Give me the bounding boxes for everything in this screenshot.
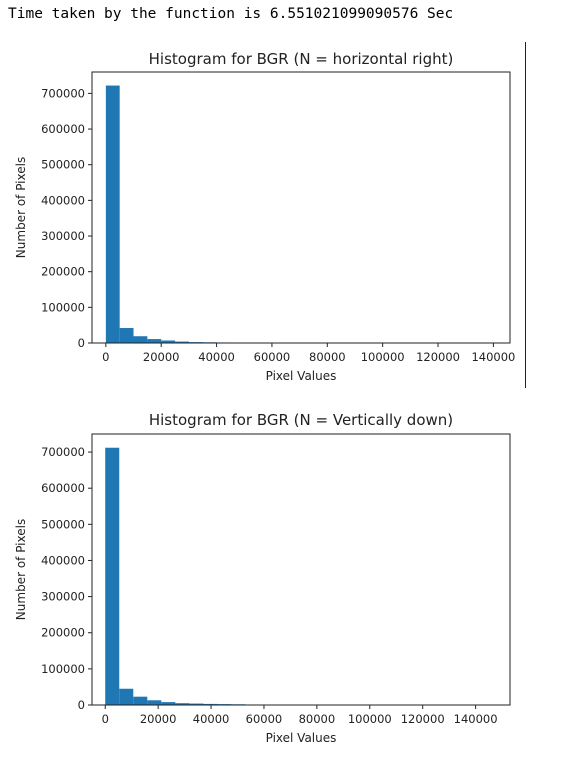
output-scroll-divider [525,42,526,388]
histogram-bar [147,700,162,705]
console-output: Time taken by the function is 6.55102109… [8,6,454,22]
histogram-chart-vertically-down: 0 20000 40000 60000 80000 100000 120000 140000 0… [14,411,511,745]
y-tick-label: 700000 [41,445,85,459]
y-tick-label: 0 [78,698,85,712]
x-tick-label: 100000 [348,712,392,726]
x-tick-label: 20000 [140,712,177,726]
histogram-bar [119,328,134,343]
x-tick-label: 60000 [246,712,283,726]
histogram-bar [203,703,218,705]
x-tick-label: 40000 [193,712,230,726]
x-axis-label: Pixel Values [266,369,337,383]
y-tick-label: 300000 [41,229,85,243]
x-tick-label: 140000 [454,712,498,726]
x-tick-label: 20000 [143,350,180,364]
y-tick-label: 400000 [41,193,85,207]
histogram-bar [105,447,120,705]
plot-frame [91,433,511,706]
x-tick-label: 60000 [254,350,291,364]
x-tick-label: 0 [102,712,109,726]
histogram-bar [105,85,120,344]
histogram-bar [161,340,176,343]
x-tick-label: 80000 [309,350,346,364]
histogram-bar [133,696,148,705]
y-axis-label: Number of Pixels [14,519,28,620]
histogram-bar [189,703,204,705]
histogram-bar [133,336,148,343]
chart-title: Histogram for BGR (N = Vertically down) [149,411,453,429]
histogram-bar [161,702,176,705]
y-tick-label: 700000 [41,86,85,100]
x-tick-label: 80000 [299,712,336,726]
chart-title: Histogram for BGR (N = horizontal right) [149,50,454,68]
y-tick-label: 600000 [41,481,85,495]
plot-frame [91,71,511,344]
histogram-bar [119,688,134,705]
y-axis-label: Number of Pixels [14,157,28,258]
x-tick-label: 100000 [361,350,405,364]
histogram-chart-horizontal-right: 0 20000 40000 60000 80000 100000 120000 140000 0… [14,50,515,383]
y-tick-label: 500000 [41,517,85,531]
x-tick-label: 0 [102,350,109,364]
y-tick-label: 200000 [41,265,85,279]
x-tick-label: 120000 [401,712,445,726]
y-tick-label: 100000 [41,300,85,314]
y-tick-label: 400000 [41,553,85,567]
histogram-bar [175,703,190,705]
y-tick-label: 0 [78,336,85,350]
y-tick-label: 300000 [41,590,85,604]
x-tick-label: 40000 [198,350,235,364]
y-tick-label: 200000 [41,626,85,640]
y-tick-label: 100000 [41,662,85,676]
histogram-bar [175,341,189,343]
x-tick-label: 140000 [471,350,515,364]
y-tick-label: 500000 [41,158,85,172]
x-tick-label: 120000 [416,350,460,364]
y-tick-label: 600000 [41,122,85,136]
x-axis-label: Pixel Values [266,731,337,745]
histogram-bar [147,339,162,343]
